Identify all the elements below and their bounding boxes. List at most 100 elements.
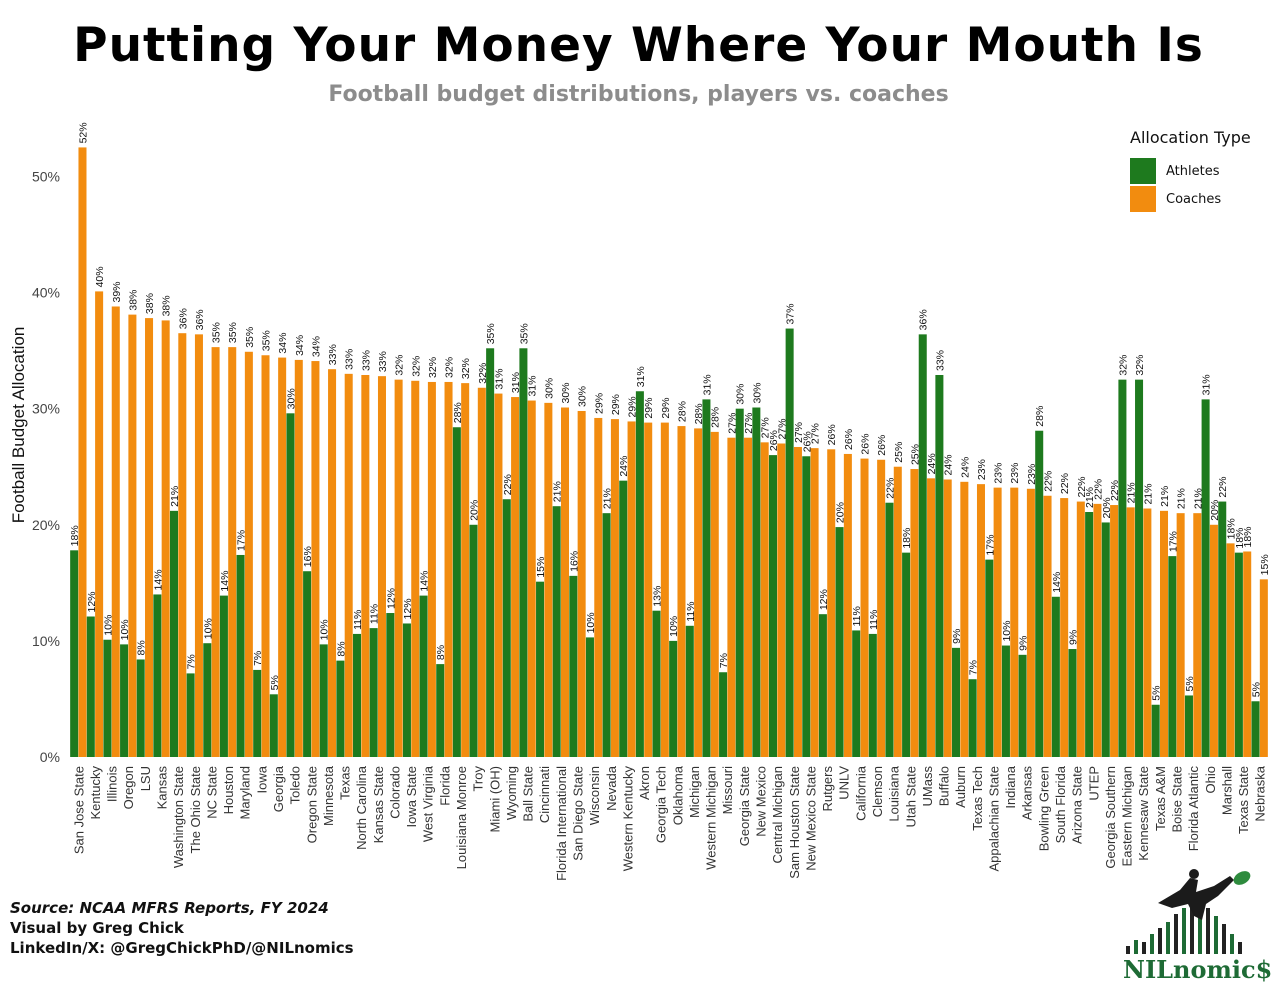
bar-athletes xyxy=(702,399,711,757)
bar-value-label: 22% xyxy=(1059,473,1071,494)
bar-coaches xyxy=(194,334,203,757)
bar-value-label: 32% xyxy=(477,363,489,384)
bar-value-label: 21% xyxy=(1084,487,1096,508)
bar-value-label: 23% xyxy=(993,463,1005,484)
bar-value-label: 16% xyxy=(568,551,580,572)
bar-value-label: 11% xyxy=(685,602,697,622)
x-tick-label: Cincinnati xyxy=(537,766,552,823)
bar-value-label: 28% xyxy=(710,407,722,428)
bar-athletes xyxy=(1118,379,1127,757)
bar-coaches xyxy=(943,479,952,757)
bar-athletes xyxy=(203,643,212,757)
bar-value-label: 17% xyxy=(1167,531,1179,552)
bar-athletes xyxy=(685,625,694,757)
bar-coaches xyxy=(594,417,603,757)
bar-value-label: 10% xyxy=(202,618,214,639)
bar-value-label: 34% xyxy=(277,333,289,354)
visual-credit: Visual by Greg Chick xyxy=(10,919,184,937)
bar-coaches xyxy=(827,449,836,757)
bar-value-label: 21% xyxy=(602,488,614,509)
bar-value-label: 38% xyxy=(161,295,173,316)
x-tick-label: Illinois xyxy=(105,766,120,803)
bar-value-label: 21% xyxy=(552,481,564,502)
x-tick-label: Wisconsin xyxy=(587,766,602,825)
bar-value-label: 29% xyxy=(610,394,622,415)
bar-athletes xyxy=(885,502,894,757)
bar-athletes xyxy=(169,510,179,757)
bar-value-label: 37% xyxy=(785,304,797,325)
bar-coaches xyxy=(261,355,270,757)
bar-value-label: 10% xyxy=(668,616,680,637)
bar-coaches xyxy=(1176,513,1185,757)
x-tick-label: Georgia xyxy=(271,765,286,812)
x-tick-label: Akron xyxy=(637,766,652,800)
chart-title: Putting Your Money Where Your Mouth Is xyxy=(73,18,1204,73)
x-tick-label: Kentucky xyxy=(88,766,103,820)
bar-value-label: 11% xyxy=(369,604,381,624)
bar-athletes xyxy=(719,672,728,757)
logo-wordmark: NILnomic$ xyxy=(1123,955,1272,984)
bar-athletes xyxy=(952,647,961,757)
x-tick-label: West Virginia xyxy=(421,765,436,842)
bar-coaches xyxy=(1243,551,1252,757)
bar-coaches xyxy=(211,347,220,757)
bar-value-label: 32% xyxy=(410,356,422,377)
bar-value-label: 35% xyxy=(518,323,530,344)
bar-value-label: 29% xyxy=(627,396,639,417)
bar-value-label: 8% xyxy=(136,640,148,655)
bar-value-label: 22% xyxy=(884,478,896,499)
bar-coaches xyxy=(843,453,852,757)
bar-value-label: 5% xyxy=(269,675,281,690)
bar-value-label: 26% xyxy=(768,430,780,451)
x-tick-label: Texas xyxy=(338,766,353,800)
legend: Allocation Type Athletes Coaches xyxy=(1130,128,1251,213)
bar-athletes xyxy=(386,613,395,757)
bar-athletes xyxy=(1068,649,1077,757)
bar-athletes xyxy=(469,524,478,757)
bar-athletes xyxy=(1018,654,1027,757)
bar-value-label: 28% xyxy=(676,401,688,422)
bar-value-label: 5% xyxy=(1251,682,1263,697)
bar-value-label: 33% xyxy=(360,350,372,371)
bar-athletes xyxy=(286,413,295,757)
x-tick-label: UMass xyxy=(920,766,935,807)
bar-coaches xyxy=(1226,543,1235,757)
bar-athletes xyxy=(585,637,594,757)
x-tick-label: Houston xyxy=(221,766,236,814)
bar-value-label: 31% xyxy=(635,366,647,387)
x-tick-label: New Mexico xyxy=(754,766,769,837)
x-tick-label: Oregon State xyxy=(304,766,319,843)
bar-athletes xyxy=(1135,379,1144,757)
bar-labels-group: 18% 52% 12% 40% 10% 39% 10% 38% 8% 38% 14% 38% 21% 36… xyxy=(69,122,1271,700)
bar-athletes xyxy=(319,644,328,757)
bar-value-label: 20% xyxy=(835,502,847,523)
bar-coaches xyxy=(78,147,87,757)
bar-coaches xyxy=(1060,498,1069,757)
bar-value-label: 11% xyxy=(851,606,863,626)
bar-coaches xyxy=(893,466,902,757)
bar-athletes xyxy=(552,506,561,757)
bar-coaches xyxy=(710,431,719,757)
bar-coaches xyxy=(927,478,936,757)
bar-athletes xyxy=(419,595,428,757)
bar-athletes xyxy=(735,408,744,757)
bar-value-label: 12% xyxy=(86,591,98,612)
bar-value-label: 22% xyxy=(1043,471,1055,492)
bar-athletes xyxy=(835,527,844,757)
x-tick-label: Colorado xyxy=(387,766,402,819)
x-tick-label: Arizona State xyxy=(1070,766,1085,844)
y-axis-label: Football Budget Allocation xyxy=(9,327,28,524)
bar-value-label: 31% xyxy=(493,369,505,390)
bar-value-label: 21% xyxy=(1126,482,1138,503)
bar-value-label: 8% xyxy=(435,645,447,660)
bar-value-label: 21% xyxy=(1159,486,1171,507)
x-tick-label: Indiana xyxy=(1003,765,1018,808)
bar-coaches xyxy=(610,419,619,757)
logo-wordmark-text: NILnomic xyxy=(1123,955,1256,984)
x-tick-label: Georgia State xyxy=(737,766,752,846)
bar-value-label: 22% xyxy=(1076,477,1088,498)
bar-coaches xyxy=(95,291,104,757)
bar-coaches xyxy=(477,387,486,757)
bar-value-label: 27% xyxy=(810,423,822,444)
bar-value-label: 33% xyxy=(344,349,356,370)
